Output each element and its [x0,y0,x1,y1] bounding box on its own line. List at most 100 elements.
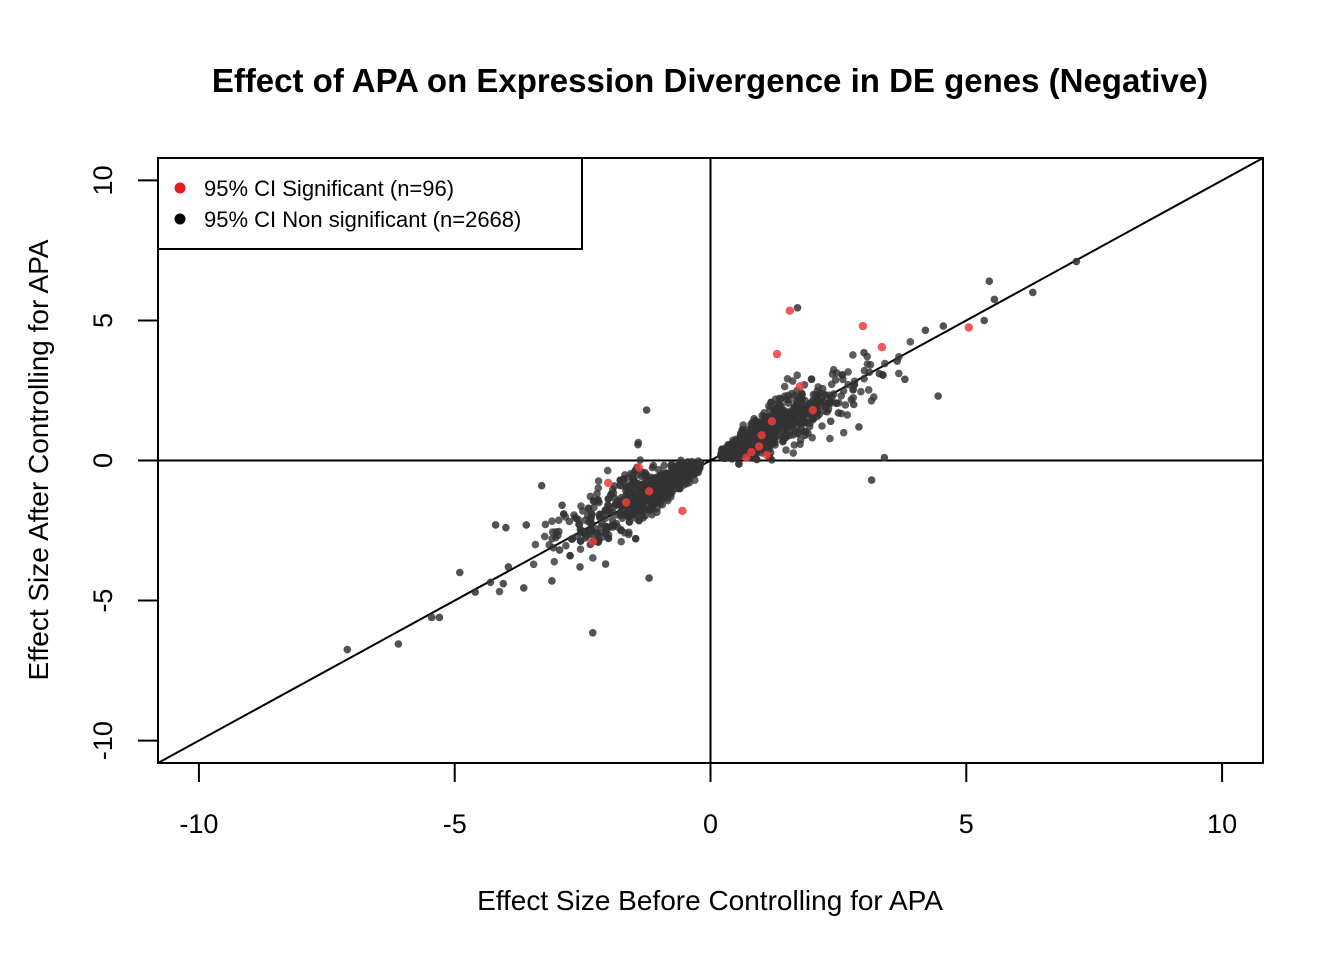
scatter-point-cluster [794,396,803,405]
scatter-point-cluster [777,402,786,410]
scatter-point-cluster [642,470,650,479]
scatter-point-cluster [577,502,585,510]
scatter-point-cluster [832,399,841,408]
scatter-point-cluster [635,506,644,515]
legend: 95% CI Significant (n=96) 95% CI Non sig… [157,157,583,250]
scatter-point-cluster [735,460,743,468]
scatter-point-cluster [802,409,811,417]
scatter-point-non-significant [471,588,480,596]
x-axis-label: Effect Size Before Controlling for APA [477,885,943,916]
scatter-point-cluster [634,438,643,447]
scatter-point-non-significant [814,392,822,400]
scatter-point-significant [762,450,771,460]
data-points [343,257,1081,654]
y-tick-label: -5 [88,589,118,613]
scatter-point-cluster [788,377,797,385]
scatter-point-cluster [594,477,603,485]
scatter-point-cluster [666,490,674,499]
scatter-point-cluster [789,449,798,457]
legend-marker-non-significant [174,213,186,225]
scatter-point-cluster [797,390,806,399]
scatter-point-cluster [809,415,818,423]
scatter-point-cluster [619,475,628,484]
scatter-point-cluster [860,366,869,375]
scatter-point-significant [621,498,631,507]
legend-label-significant: 95% CI Significant (n=96) [204,176,454,201]
scatter-point-non-significant [537,481,546,490]
scatter-point-cluster [595,511,604,519]
scatter-point-non-significant [558,501,566,510]
scatter-point-cluster [790,411,798,420]
scatter-point-non-significant [548,577,556,585]
scatter-point-non-significant [921,326,930,335]
scatter-point-non-significant [522,521,531,529]
scatter-point-cluster [826,434,834,443]
scatter-point-non-significant [576,563,584,571]
scatter-point-cluster [626,488,634,496]
scatter-point-non-significant [486,578,495,587]
scatter-point-cluster [844,368,852,376]
scatter-point-cluster [808,433,816,442]
scatter-point-non-significant [624,512,633,521]
scatter-point-cluster [728,441,736,450]
scatter-point-cluster [495,587,504,596]
scatter-point-cluster [589,554,597,562]
scatter-point-cluster [783,430,792,439]
scatter-point-cluster [562,541,570,550]
scatter-point-cluster [696,459,704,467]
scatter-point-significant [785,306,794,315]
scatter-point-cluster [587,519,596,528]
scatter-point-cluster [735,436,744,444]
scatter-point-non-significant [343,645,352,654]
scatter-point-cluster [778,416,786,425]
scatter-point-cluster [581,516,590,524]
scatter-point-significant [678,506,687,516]
scatter-point-non-significant [456,568,464,577]
scatter-point-cluster [631,534,640,543]
scatter-point-cluster [790,441,799,449]
scatter-point-significant [634,463,644,472]
scatter-point-cluster [601,514,609,523]
scatter-point-non-significant [617,526,625,535]
scatter-point-cluster [860,374,868,383]
scatter-point-non-significant [990,295,999,304]
legend-label-non-significant: 95% CI Non significant (n=2668) [204,207,521,232]
scatter-point-cluster [683,458,692,467]
scatter-point-cluster [588,510,596,519]
scatter-point-non-significant [985,277,994,286]
scatter-point-significant [604,478,613,488]
scatter-point-cluster [603,466,612,475]
scatter-point-cluster [838,371,847,379]
scatter-point-cluster [780,382,789,391]
scatter-point-non-significant [1072,257,1081,266]
scatter-point-non-significant [855,423,863,431]
x-tick-label: -5 [443,809,467,839]
scatter-point-cluster [590,503,598,512]
scatter-point-non-significant [801,431,809,440]
scatter-point-cluster [782,446,790,454]
x-tick-label: 10 [1207,809,1237,839]
scatter-point-non-significant [645,574,653,582]
scatter-point-non-significant [768,439,776,448]
scatter-point-cluster [566,551,574,560]
scatter-point-non-significant [568,535,577,543]
scatter-point-cluster [610,502,618,511]
scatter-point-non-significant [555,546,564,554]
scatter-point-cluster [549,544,558,552]
scatter-point-cluster [565,517,574,526]
scatter-point-non-significant [980,316,988,325]
scatter-point-non-significant [594,495,602,504]
scatter-point-cluster [826,396,834,405]
scatter-point-cluster [841,401,850,409]
scatter-point-cluster [747,423,755,432]
plot-area [157,157,1264,764]
scatter-point-significant [964,323,973,332]
scatter-point-cluster [576,545,585,553]
scatter-point-non-significant [499,579,508,588]
scatter-point-cluster [770,406,778,415]
scatter-point-cluster [541,520,550,529]
scatter-point-cluster [552,528,560,536]
scatter-point-cluster [821,391,830,399]
scatter-point-cluster [881,359,889,368]
